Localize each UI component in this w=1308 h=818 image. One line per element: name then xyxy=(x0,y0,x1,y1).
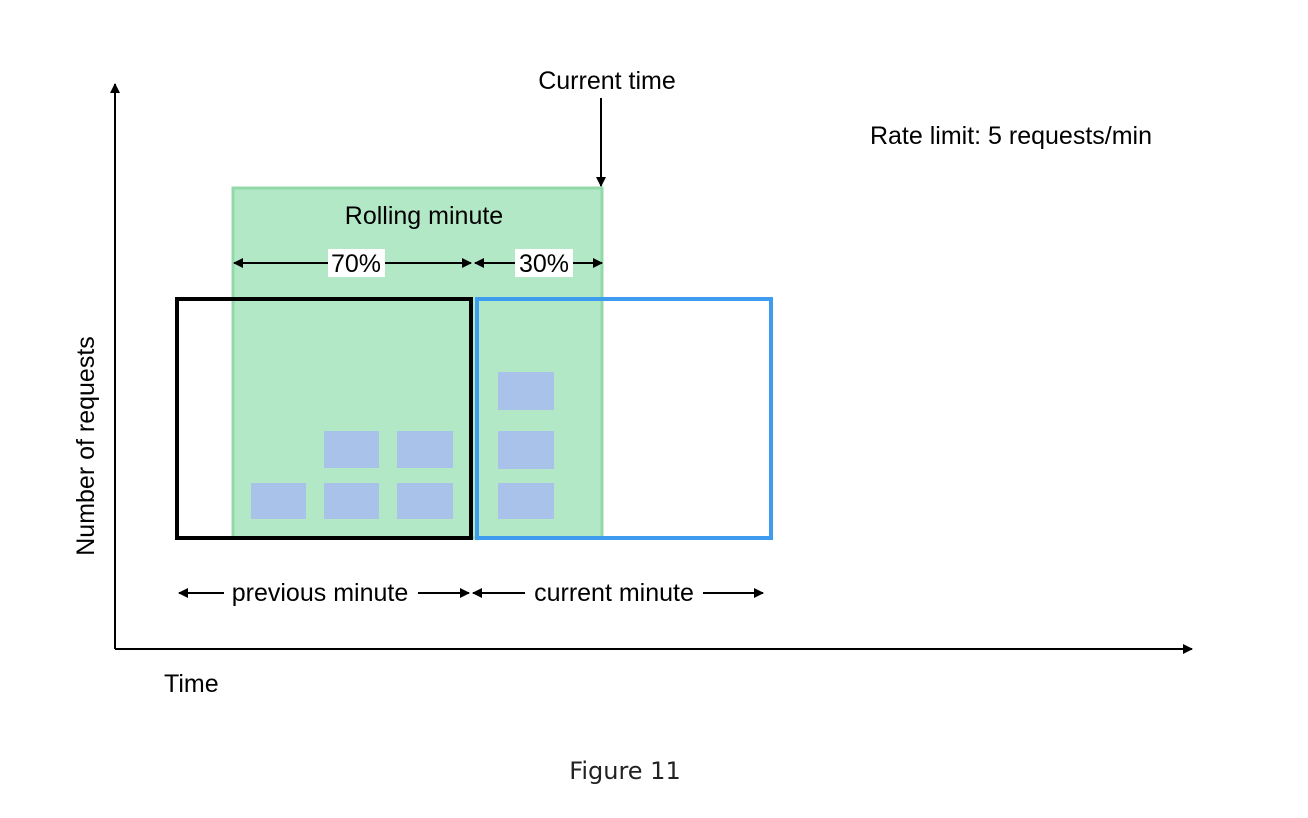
previous-minute-label: previous minute xyxy=(232,579,408,607)
request-block xyxy=(397,431,453,468)
figure-caption: Figure 11 xyxy=(569,757,680,785)
current-fraction-label: 30% xyxy=(519,250,569,278)
previous-fraction-label-bg xyxy=(328,249,385,277)
x-axis-label: Time xyxy=(164,670,219,698)
rolling-window-label: Rolling minute xyxy=(345,202,503,230)
current-minute-label: current minute xyxy=(534,579,694,607)
request-block xyxy=(498,483,554,519)
previous-fraction-label: 70% xyxy=(331,250,381,278)
current-fraction-label-bg xyxy=(515,249,573,277)
request-block xyxy=(324,483,379,519)
request-block xyxy=(498,431,554,469)
request-block xyxy=(251,483,306,519)
current-time-label: Current time xyxy=(538,67,676,95)
request-block xyxy=(324,431,379,468)
previous-minute-window xyxy=(175,297,473,540)
rolling-window xyxy=(231,186,604,540)
previous-minute-label-bg xyxy=(224,577,418,607)
current-minute-window xyxy=(475,297,773,540)
current-minute-label-bg xyxy=(525,577,703,607)
rate-limit-label: Rate limit: 5 requests/min xyxy=(870,122,1152,150)
request-block xyxy=(397,483,453,519)
y-axis-label: Number of requests xyxy=(72,336,100,556)
request-block xyxy=(498,372,554,410)
